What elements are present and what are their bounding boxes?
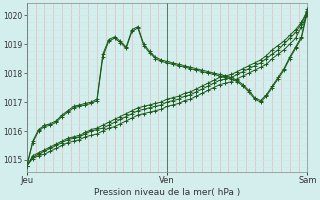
X-axis label: Pression niveau de la mer( hPa ): Pression niveau de la mer( hPa ) [94, 188, 240, 197]
